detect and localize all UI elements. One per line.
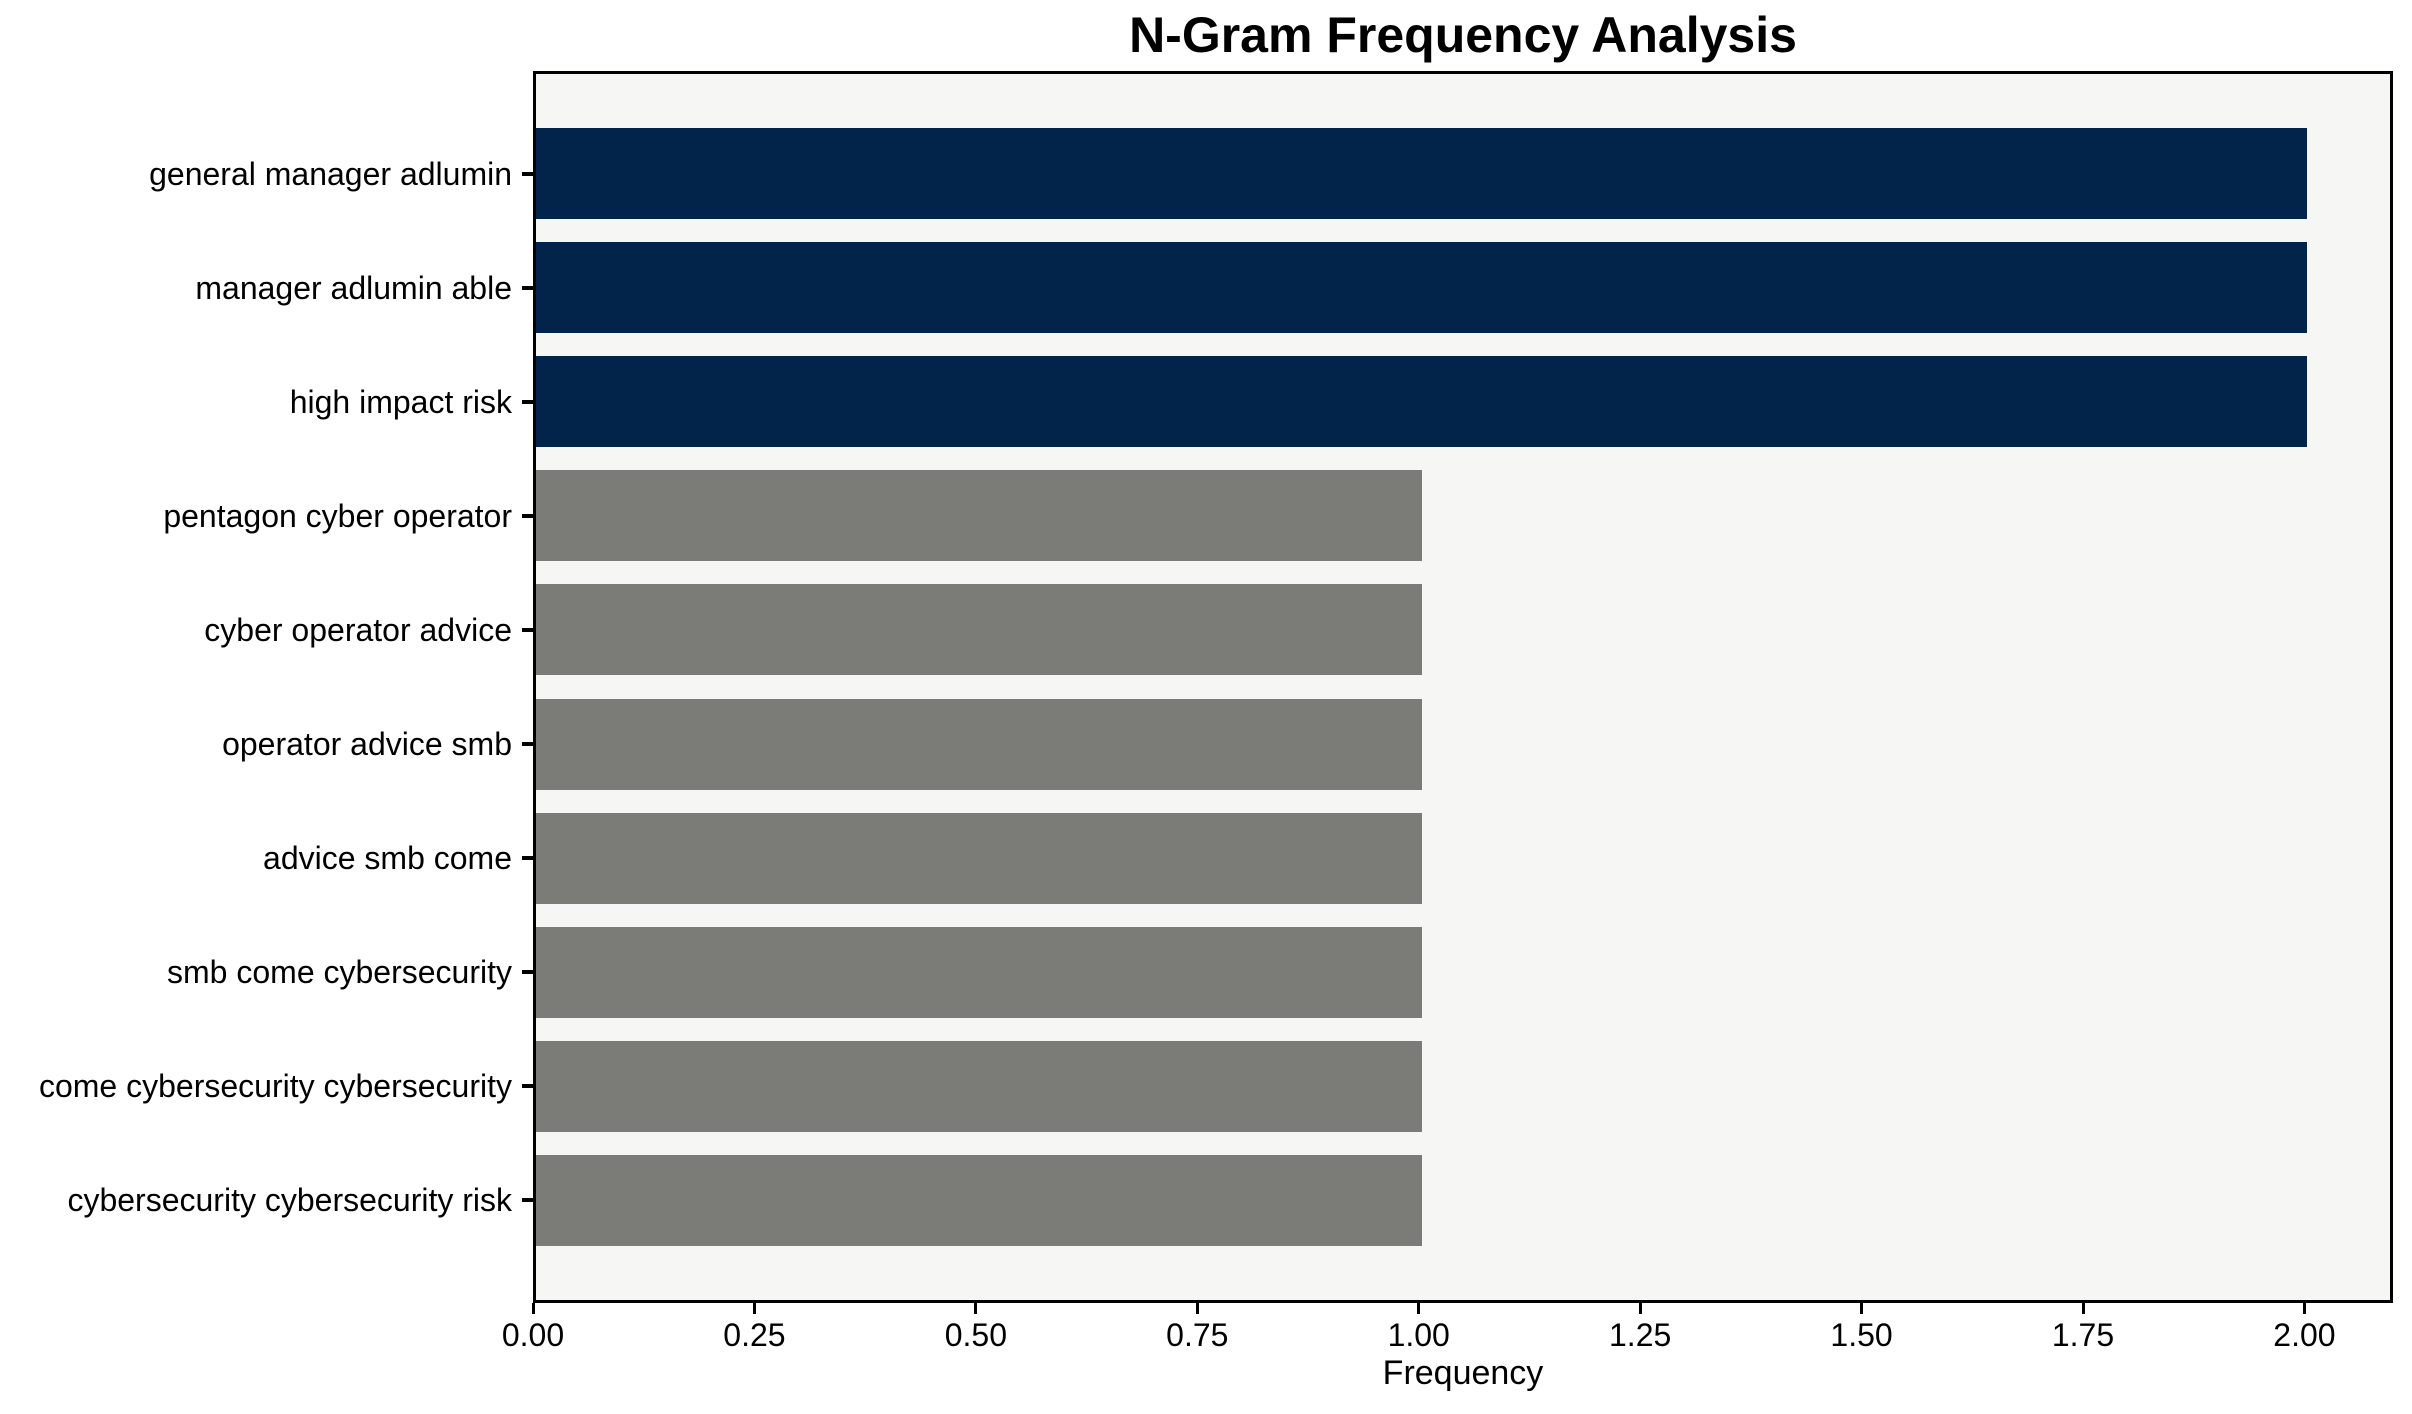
x-tick-mark <box>1638 1303 1642 1314</box>
y-tick-label: operator advice smb <box>222 726 512 763</box>
y-tick-mark <box>522 970 533 975</box>
y-tick-mark <box>522 627 533 632</box>
x-tick-mark <box>2302 1303 2306 1314</box>
y-tick-label: manager adlumin able <box>195 269 512 306</box>
x-tick-mark <box>974 1303 978 1314</box>
y-tick-label: pentagon cyber operator <box>163 497 512 534</box>
x-tick-mark <box>531 1303 535 1314</box>
y-tick-mark <box>522 1084 533 1089</box>
x-tick-label: 0.50 <box>944 1317 1007 1353</box>
y-tick-mark <box>522 742 533 747</box>
bar <box>536 242 2308 334</box>
bar <box>536 926 1422 1018</box>
bar <box>536 470 1422 562</box>
x-tick-mark <box>2081 1303 2085 1314</box>
chart-title: N-Gram Frequency Analysis <box>1129 7 1797 63</box>
y-tick-label: cyber operator advice <box>204 611 512 648</box>
x-tick-label: 0.00 <box>501 1317 565 1353</box>
y-tick-mark <box>522 171 533 176</box>
x-tick-label: 1.75 <box>2051 1317 2115 1353</box>
y-tick-label: come cybersecurity cybersecurity <box>38 1068 512 1105</box>
y-tick-label: high impact risk <box>289 383 512 420</box>
x-tick-mark <box>752 1303 756 1314</box>
y-tick-label: general manager adlumin <box>149 155 512 192</box>
plot-area <box>533 71 2393 1303</box>
y-tick-label: cybersecurity cybersecurity risk <box>67 1182 512 1219</box>
x-tick-label: 1.00 <box>1387 1317 1450 1353</box>
y-tick-mark <box>522 856 533 861</box>
y-tick-mark <box>522 399 533 404</box>
x-tick-label: 2.00 <box>2273 1317 2336 1353</box>
bar <box>536 698 1422 790</box>
bar <box>536 812 1422 904</box>
x-tick-label: 0.75 <box>1166 1317 1229 1353</box>
y-tick-label: smb come cybersecurity <box>167 954 512 991</box>
x-tick-mark <box>1860 1303 1864 1314</box>
x-tick-label: 1.25 <box>1609 1317 1672 1353</box>
bar <box>536 1040 1422 1132</box>
x-tick-label: 0.25 <box>723 1317 786 1353</box>
x-tick-mark <box>1417 1303 1421 1314</box>
bar <box>536 356 2308 448</box>
x-axis-title: Frequency <box>1382 1354 1544 1392</box>
bar <box>536 1154 1422 1246</box>
x-tick-mark <box>1195 1303 1199 1314</box>
y-tick-label: advice smb come <box>263 840 512 877</box>
y-tick-mark <box>522 513 533 518</box>
x-tick-label: 1.50 <box>1830 1317 1893 1353</box>
y-tick-mark <box>522 1198 533 1203</box>
y-tick-mark <box>522 285 533 290</box>
bar <box>536 128 2308 220</box>
bar <box>536 584 1422 676</box>
